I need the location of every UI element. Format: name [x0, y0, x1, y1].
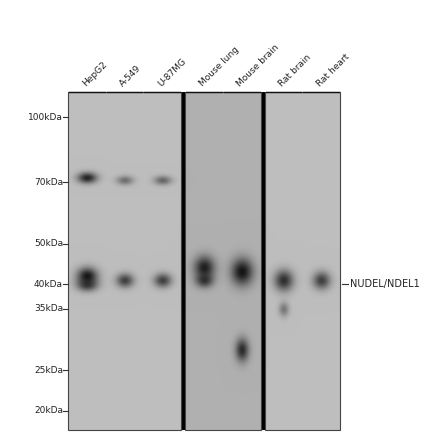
Text: HepG2: HepG2 [81, 60, 109, 88]
Text: Mouse lung: Mouse lung [198, 45, 241, 88]
Text: U-87MG: U-87MG [156, 56, 188, 88]
Text: NUDEL/NDEL1: NUDEL/NDEL1 [350, 280, 420, 289]
Text: 50kDa: 50kDa [34, 239, 63, 248]
Text: 25kDa: 25kDa [34, 366, 63, 374]
Text: Rat heart: Rat heart [315, 52, 351, 88]
Text: 20kDa: 20kDa [34, 406, 63, 415]
Bar [185, 92, 260, 430]
Text: A-549: A-549 [118, 63, 143, 88]
Text: 40kDa: 40kDa [34, 280, 63, 289]
Text: 100kDa: 100kDa [28, 113, 63, 122]
Bar [264, 92, 340, 430]
Text: Rat brain: Rat brain [277, 52, 313, 88]
Text: 35kDa: 35kDa [34, 304, 63, 313]
Text: 70kDa: 70kDa [34, 178, 63, 187]
Bar [68, 92, 181, 430]
Text: Mouse brain: Mouse brain [235, 42, 281, 88]
